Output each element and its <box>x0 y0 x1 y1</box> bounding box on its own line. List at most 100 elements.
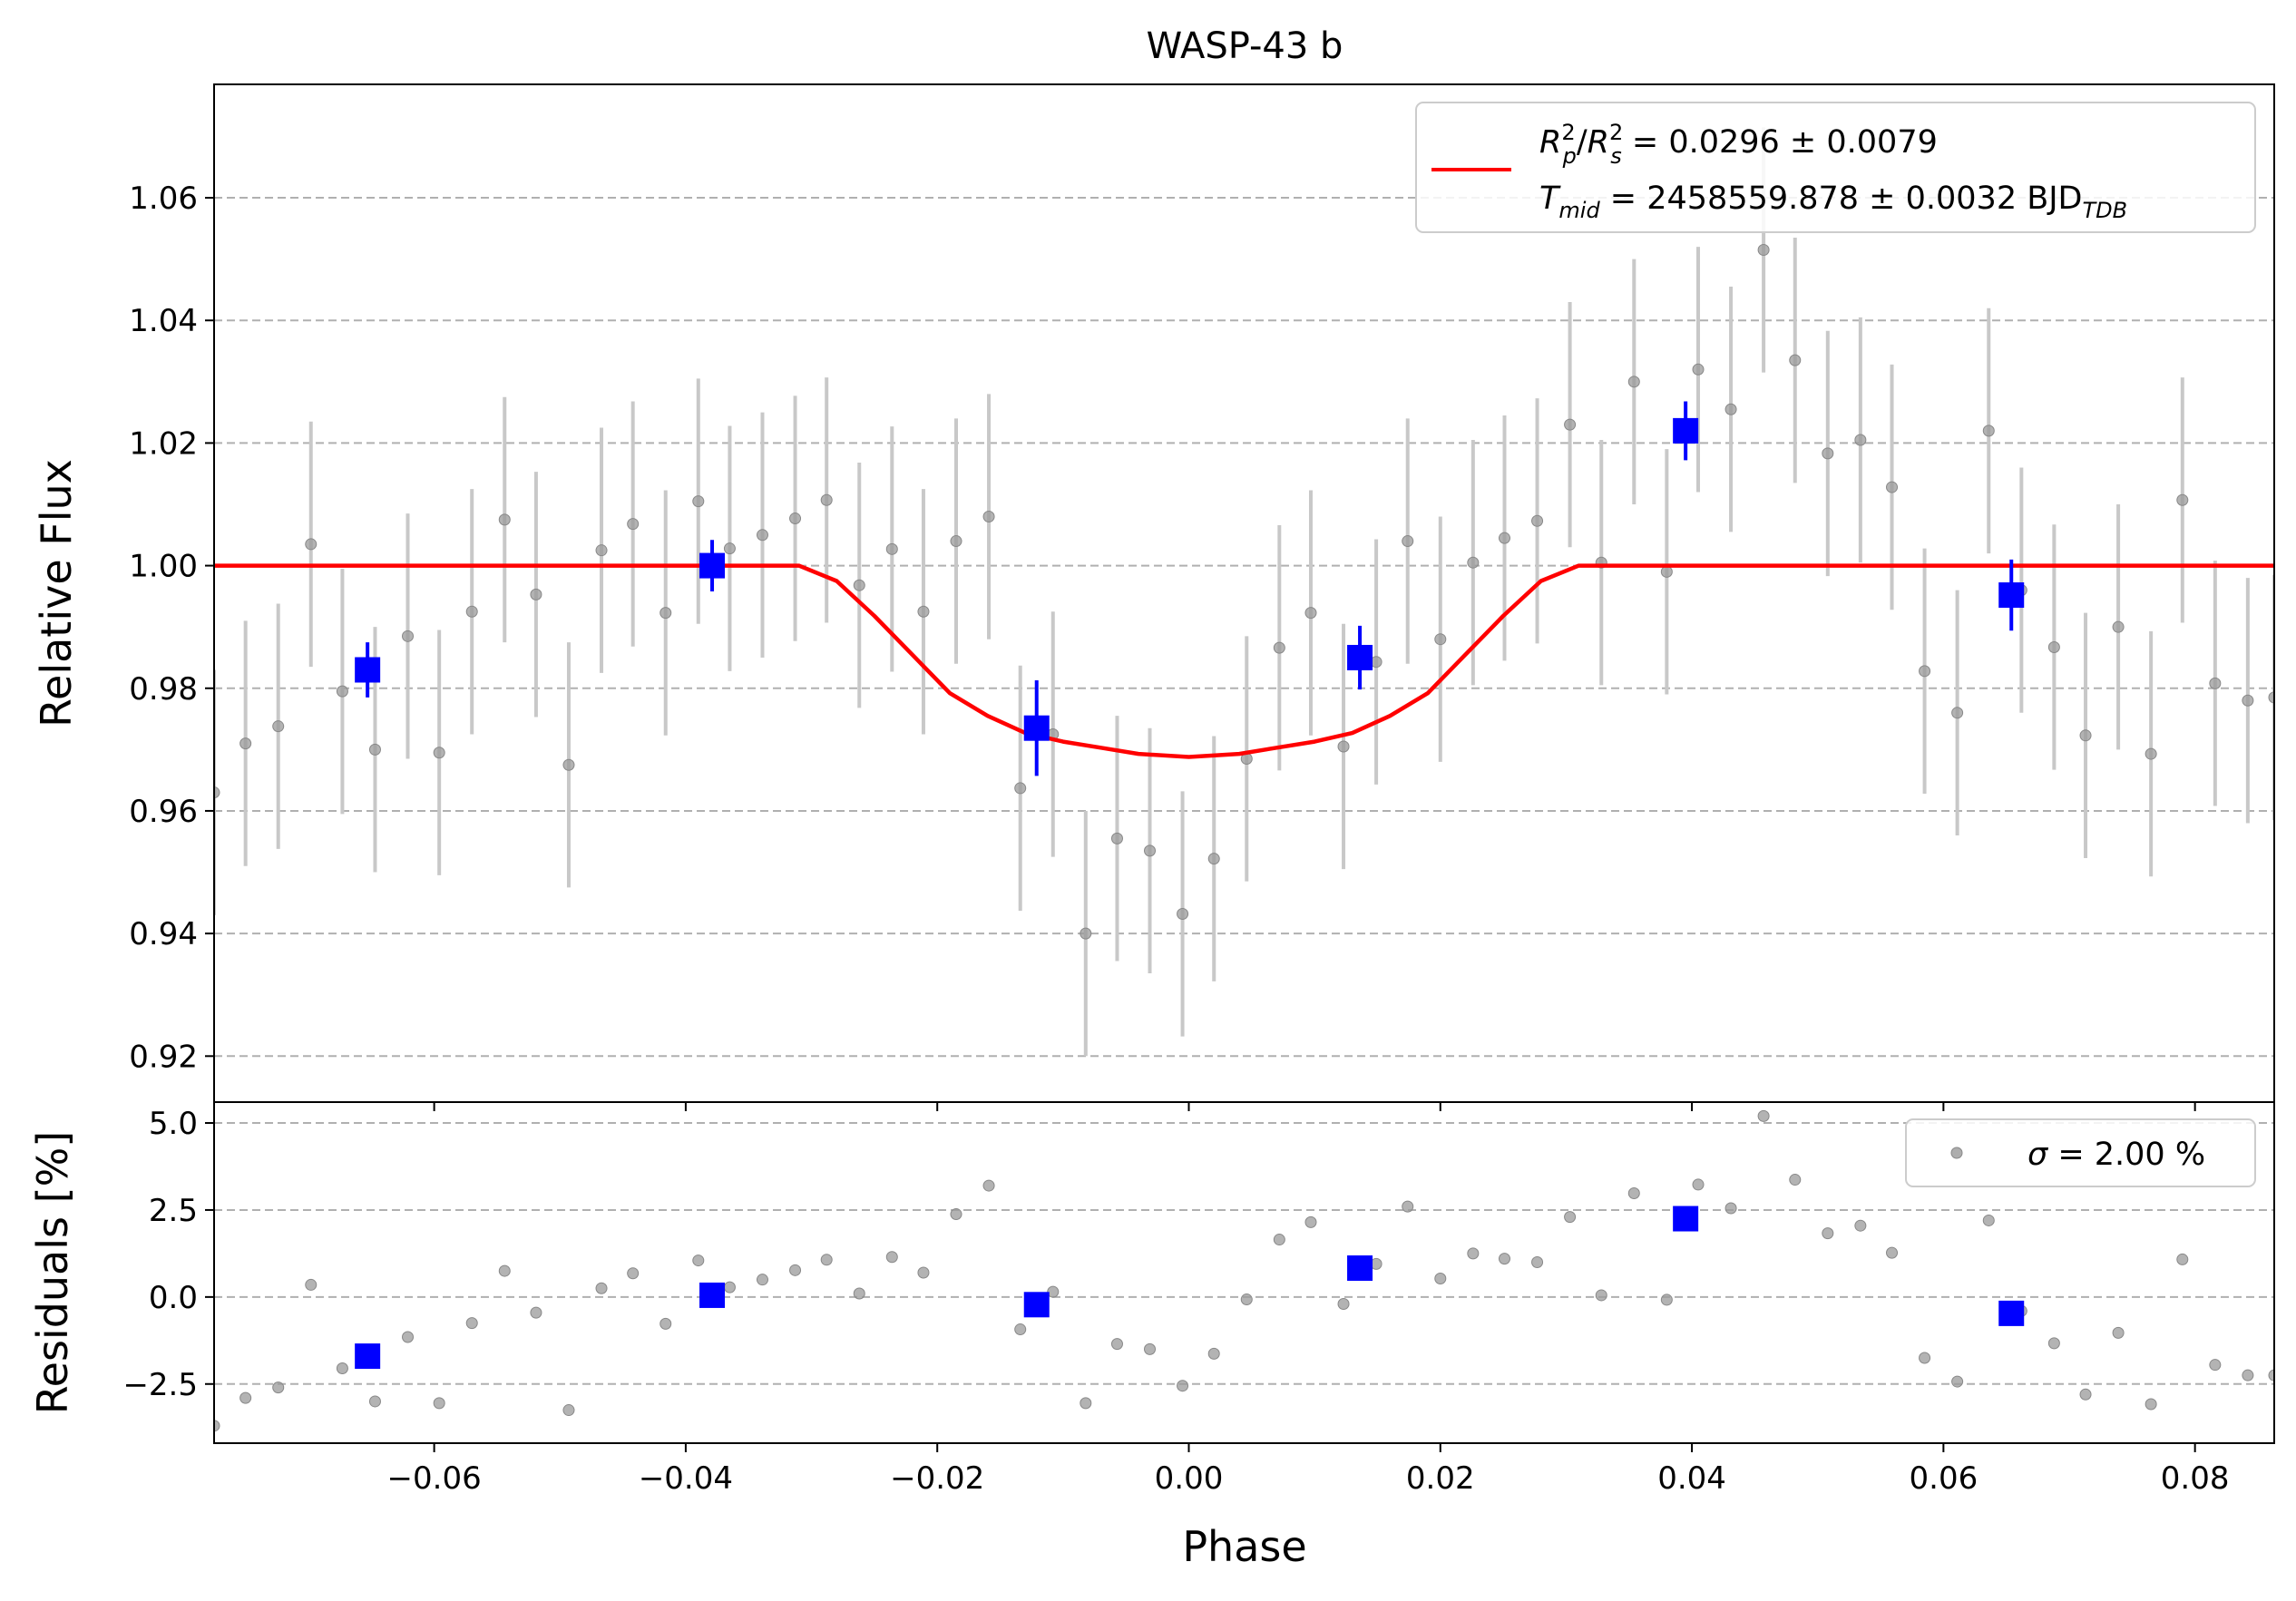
raw-flux-point <box>368 743 381 756</box>
bottom-y-tick-label: 0.0 <box>149 1280 198 1316</box>
raw-flux-point <box>2145 747 2157 760</box>
x-tick-label: 0.04 <box>1657 1460 1726 1497</box>
binned-residual-point <box>1998 1300 2025 1326</box>
raw-residual-point <box>595 1282 608 1294</box>
raw-residual-point <box>1434 1273 1447 1285</box>
raw-flux-point <box>562 758 575 771</box>
raw-flux-point <box>789 513 802 525</box>
raw-residual-point <box>1660 1293 1673 1306</box>
raw-flux-points <box>214 127 2274 1057</box>
raw-flux-point <box>1337 740 1350 753</box>
raw-residual-point <box>465 1317 478 1330</box>
raw-flux-point <box>305 538 318 551</box>
raw-residual-point <box>1498 1253 1510 1265</box>
binned-residual-point <box>355 1343 381 1370</box>
raw-residual-point <box>2079 1388 2092 1401</box>
raw-residual-point <box>627 1267 640 1280</box>
raw-residual-point <box>1240 1293 1253 1306</box>
transit-model-line <box>214 563 2274 759</box>
raw-residual-point <box>1822 1227 1834 1240</box>
raw-residual-point <box>2268 1369 2274 1381</box>
raw-residual-point <box>498 1264 511 1277</box>
x-tick-label: −0.04 <box>639 1460 733 1497</box>
raw-flux-point <box>950 535 962 548</box>
raw-residual-point <box>562 1404 575 1417</box>
chart-title: WASP-43 b <box>1147 25 1343 67</box>
raw-flux-point <box>336 685 348 698</box>
raw-residual-point <box>1595 1289 1607 1302</box>
binned-flux-points <box>355 401 2025 776</box>
raw-residual-point <box>692 1254 705 1267</box>
top-y-tick-label: 1.04 <box>129 303 198 339</box>
raw-residual-point <box>1951 1375 1964 1388</box>
raw-residual-point <box>1919 1352 1931 1364</box>
raw-flux-point <box>2209 677 2222 689</box>
x-tick-label: 0.08 <box>2161 1460 2230 1497</box>
raw-residual-point <box>789 1264 802 1276</box>
legend-sigma-label: σ = 2.00 % <box>2027 1137 2205 1173</box>
raw-flux-point <box>433 747 445 759</box>
raw-residual-point <box>1144 1342 1157 1355</box>
y-axis-label-flux: Relative Flux <box>32 459 81 727</box>
raw-flux-point <box>982 511 995 523</box>
raw-flux-point <box>1144 844 1157 857</box>
raw-residual-point <box>2112 1326 2125 1339</box>
raw-residual-point <box>1564 1211 1577 1224</box>
raw-residual-point <box>2242 1369 2254 1381</box>
raw-residual-point <box>1273 1234 1285 1246</box>
raw-residual-point <box>1789 1174 1802 1186</box>
raw-flux-point <box>659 607 672 620</box>
raw-residual-point <box>1177 1380 1189 1392</box>
raw-residual-point <box>1724 1202 1737 1215</box>
raw-flux-point <box>239 737 252 750</box>
legend-tmid-label: Tmid = 2458559.878 ± 0.0032 BJDTDB <box>1539 181 2127 223</box>
x-tick-label: −0.02 <box>890 1460 984 1497</box>
raw-flux-point <box>1014 782 1027 795</box>
y-axis-label-residuals: Residuals [%] <box>28 1131 77 1414</box>
raw-flux-point <box>853 579 865 591</box>
binned-flux-point <box>1023 715 1050 741</box>
x-tick-label: 0.06 <box>1910 1460 1978 1497</box>
raw-residual-point <box>1854 1219 1867 1232</box>
bottom-y-tick-label: 5.0 <box>149 1106 198 1142</box>
raw-flux-point <box>1822 447 1834 460</box>
raw-flux-point <box>1531 514 1544 527</box>
raw-flux-point <box>820 493 833 506</box>
x-axis-ticks: −0.06 −0.04 −0.02 0.00 0.02 0.04 0.06 0.08 <box>387 1102 2230 1497</box>
top-y-tick-label: 1.02 <box>129 425 198 462</box>
top-y-tick-label: 0.96 <box>129 794 198 830</box>
top-y-tick-label: 0.94 <box>129 916 198 952</box>
binned-flux-point <box>699 552 726 579</box>
raw-residual-point <box>2176 1253 2189 1265</box>
raw-residual-point <box>1047 1285 1060 1298</box>
raw-flux-point <box>1951 707 1964 719</box>
transit-model-curve <box>214 563 2274 759</box>
raw-residual-point <box>1982 1214 1995 1226</box>
x-tick-label: 0.02 <box>1406 1460 1475 1497</box>
top-y-tick-label: 0.92 <box>129 1039 198 1075</box>
raw-residual-point <box>1757 1109 1770 1122</box>
raw-flux-point <box>692 495 705 508</box>
raw-residual-point <box>368 1395 381 1408</box>
raw-residual-point <box>1110 1338 1123 1351</box>
x-tick-label: −0.06 <box>387 1460 482 1497</box>
binned-residual-points <box>355 1206 2025 1370</box>
top-y-tick-label: 1.00 <box>129 549 198 585</box>
binned-residual-point <box>1023 1292 1050 1318</box>
raw-flux-point <box>1564 418 1577 431</box>
bottom-legend-box <box>1905 1118 2256 1187</box>
raw-flux-point <box>1919 665 1931 678</box>
raw-flux-point <box>2268 691 2274 704</box>
raw-residual-point <box>2209 1359 2222 1372</box>
x-tick-label: 0.00 <box>1155 1460 1224 1497</box>
raw-flux-point <box>1498 532 1510 544</box>
raw-flux-point <box>1080 927 1092 940</box>
top-y-axis-ticks: 0.92 0.94 0.96 0.98 1.00 1.02 1.04 1.06 <box>129 181 214 1075</box>
raw-flux-point <box>465 605 478 618</box>
raw-residual-point <box>239 1391 252 1404</box>
raw-residual-point <box>723 1281 736 1293</box>
top-y-tick-label: 0.98 <box>129 671 198 708</box>
raw-flux-point <box>530 588 542 600</box>
top-y-tick-label: 1.06 <box>129 181 198 217</box>
